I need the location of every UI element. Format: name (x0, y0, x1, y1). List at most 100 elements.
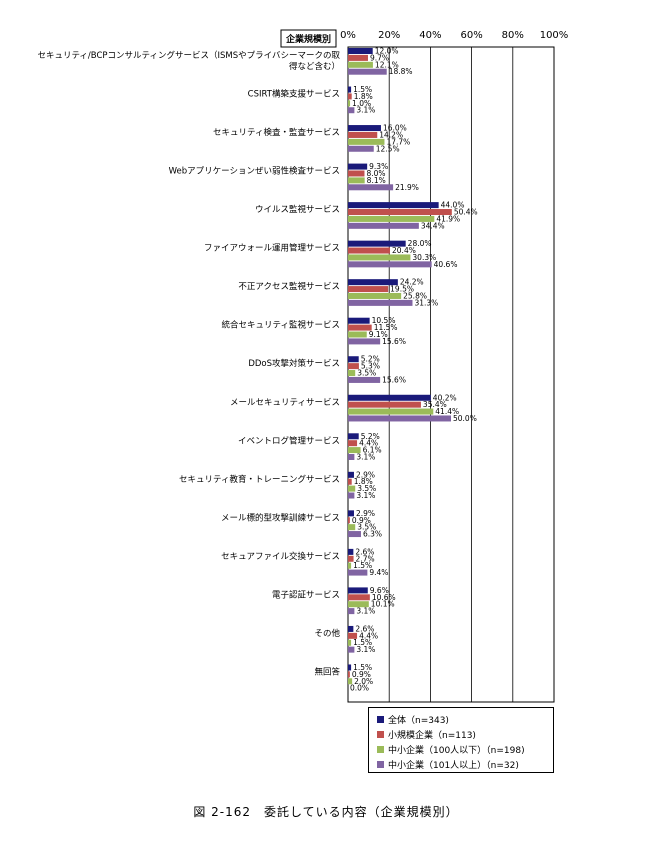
bar (348, 517, 350, 524)
bar (348, 370, 356, 377)
category-label: その他 (314, 628, 340, 639)
bar (348, 608, 355, 615)
bar (348, 433, 359, 440)
legend-swatch (377, 716, 384, 723)
legend-swatch (377, 761, 384, 768)
bar (348, 625, 354, 632)
x-tick-label: 20% (378, 30, 400, 41)
data-label: 3.5% (357, 484, 376, 493)
bar (348, 317, 370, 324)
data-label: 3.1% (356, 452, 375, 461)
legend-swatch (377, 731, 384, 738)
group-label-box (280, 29, 337, 48)
data-label: 0.0% (350, 684, 369, 693)
bar (348, 401, 421, 408)
data-label: 9.4% (369, 568, 388, 577)
bar (348, 510, 354, 517)
data-label: 8.0% (366, 169, 385, 178)
data-label: 3.1% (356, 106, 375, 115)
data-label: 2.7% (356, 554, 375, 563)
data-label: 1.5% (353, 663, 372, 672)
bar (348, 548, 354, 555)
bar (348, 61, 373, 68)
data-label: 21.9% (395, 183, 419, 192)
legend-item: 全体（n=343) (377, 712, 553, 727)
bar (348, 145, 374, 152)
data-label: 9.7% (370, 53, 389, 62)
data-label: 0.9% (352, 516, 371, 525)
bar (348, 646, 355, 653)
bar (348, 138, 385, 145)
data-label: 2.9% (356, 470, 375, 479)
bar (348, 54, 368, 61)
bar (348, 331, 367, 338)
bar (348, 209, 452, 216)
data-label: 10.1% (371, 600, 395, 609)
bar (348, 68, 387, 75)
data-label: 18.8% (389, 67, 413, 76)
data-label: 8.1% (367, 176, 386, 185)
data-label: 19.5% (390, 285, 414, 294)
legend-item: 小規模企業（n=113) (377, 727, 553, 742)
bar (348, 93, 352, 100)
bar (348, 131, 378, 138)
legend-label: 小規模企業（n=113) (388, 731, 476, 741)
data-label: 3.5% (357, 369, 376, 378)
bar (348, 292, 402, 299)
category-label: CSIRT構築支援サービス (248, 89, 340, 100)
x-tick-label: 40% (419, 30, 441, 41)
data-label: 3.1% (356, 607, 375, 616)
data-label: 41.4% (435, 407, 459, 416)
bar (348, 363, 359, 370)
data-label: 5.2% (361, 355, 380, 364)
data-label: 40.6% (434, 260, 458, 269)
bar (348, 222, 419, 229)
data-label: 2.6% (355, 547, 374, 556)
category-label: 不正アクセス監視サービス (238, 281, 340, 292)
bar (348, 531, 361, 538)
data-label: 30.3% (412, 253, 436, 262)
data-label: 40.2% (433, 393, 457, 402)
data-label: 10.6% (372, 593, 396, 602)
data-label: 9.6% (370, 586, 389, 595)
data-label: 15.6% (382, 337, 406, 346)
chart-legend: 全体（n=343) 小規模企業（n=113) 中小企業（100人以下）（n=19… (368, 707, 554, 773)
data-label: 12.5% (376, 144, 400, 153)
bar (348, 215, 435, 222)
bar (348, 485, 356, 492)
bar (348, 338, 381, 345)
data-label: 20.4% (392, 246, 416, 255)
bar (348, 478, 352, 485)
legend-label: 全体（n=343) (388, 716, 449, 726)
bar (348, 184, 394, 191)
legend-item: 中小企業（100人以下）（n=198) (377, 742, 553, 757)
legend-label: 中小企業（100人以下）（n=198) (388, 746, 525, 756)
bar (348, 247, 391, 254)
bar (348, 254, 411, 261)
data-label: 6.1% (363, 446, 382, 455)
bar (348, 664, 352, 671)
data-label: 2.9% (356, 509, 375, 518)
bar (348, 440, 358, 447)
data-label: 50.4% (454, 208, 478, 217)
legend-item: 中小企業（101人以上）（n=32) (377, 757, 553, 772)
bar (348, 48, 373, 54)
data-label: 3.1% (356, 645, 375, 654)
category-label: 得など含む） (289, 61, 340, 72)
bar (348, 415, 451, 422)
bar (348, 555, 354, 562)
data-label: 14.2% (379, 130, 403, 139)
bar (348, 639, 352, 646)
data-label: 12.1% (375, 60, 399, 69)
data-label: 1.5% (353, 85, 372, 94)
bar (348, 125, 381, 132)
data-label: 10.5% (372, 316, 396, 325)
data-label: 15.6% (382, 375, 406, 384)
category-label: ファイアウォール運用管理サービス (204, 243, 340, 254)
category-label: 電子認証サービス (272, 589, 340, 600)
bar (348, 492, 355, 499)
data-label: 3.5% (357, 523, 376, 532)
data-label: 25.8% (403, 291, 427, 300)
x-tick-label: 100% (540, 30, 569, 41)
